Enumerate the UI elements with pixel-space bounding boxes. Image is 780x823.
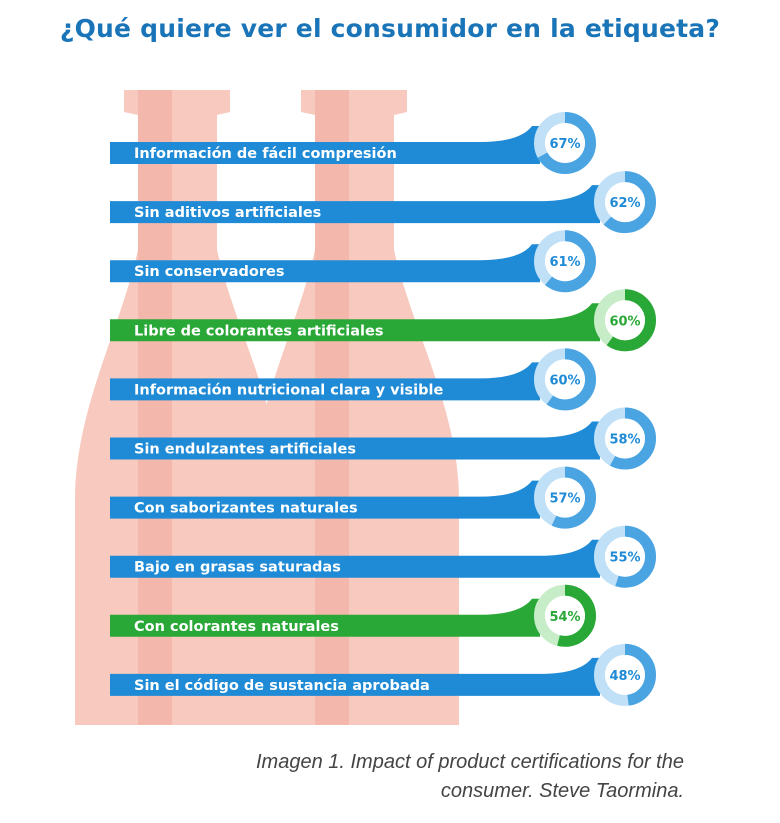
donut-arc bbox=[534, 112, 596, 174]
chart-row: Sin endulzantes artificiales 58% bbox=[110, 407, 656, 470]
chart-row: Bajo en grasas saturadas 55% bbox=[110, 525, 656, 588]
chart-row: Sin conservadores 61% bbox=[110, 230, 596, 293]
donut-arc bbox=[594, 525, 656, 588]
chart: Información de fácil compresión 67% Sin ad… bbox=[75, 90, 656, 725]
value-label: 67% bbox=[549, 137, 580, 152]
bar bbox=[110, 126, 540, 164]
category-label: Sin aditivos artificiales bbox=[134, 205, 321, 221]
donut-arc bbox=[534, 584, 596, 647]
donut-hole bbox=[605, 536, 645, 577]
bar bbox=[110, 657, 600, 696]
donut-arc bbox=[534, 230, 596, 293]
category-label: Con colorantes naturales bbox=[134, 619, 339, 635]
bar bbox=[110, 598, 540, 637]
category-label: Libre de colorantes artificiales bbox=[134, 323, 383, 339]
bar bbox=[110, 480, 540, 519]
category-label: Bajo en grasas saturadas bbox=[134, 560, 341, 576]
donut-arc bbox=[594, 171, 656, 234]
category-label: Con saborizantes naturales bbox=[134, 501, 358, 517]
chart-row: Información nutricional clara y visible 6… bbox=[110, 348, 596, 411]
donut-arc bbox=[534, 466, 596, 529]
value-label: 54% bbox=[549, 610, 580, 625]
chart-row: Con colorantes naturales 54% bbox=[110, 584, 596, 647]
value-label: 61% bbox=[549, 255, 580, 270]
chart-row: Información de fácil compresión 67% bbox=[110, 112, 596, 174]
value-label: 57% bbox=[549, 492, 580, 507]
category-label: Sin el código de sustancia aprobada bbox=[134, 678, 430, 694]
donut-hole bbox=[605, 654, 645, 695]
donut-hole bbox=[545, 359, 585, 400]
donut-arc bbox=[534, 348, 596, 411]
chart-row: Sin el código de sustancia aprobada 48% bbox=[110, 643, 656, 706]
category-label: Sin conservadores bbox=[134, 264, 284, 280]
figure-caption: Imagen 1. Impact of product certificatio… bbox=[84, 748, 684, 806]
donut-hole bbox=[605, 418, 645, 459]
donut-hole bbox=[545, 477, 585, 518]
bar bbox=[110, 244, 540, 283]
value-label: 48% bbox=[609, 669, 640, 684]
chart-title: ¿Qué quiere ver el consumidor en la etiq… bbox=[59, 14, 721, 43]
donut-arc bbox=[594, 289, 656, 352]
donut-arc bbox=[594, 407, 656, 470]
value-label: 60% bbox=[549, 373, 580, 388]
chart-row: Sin aditivos artificiales 62% bbox=[110, 171, 656, 234]
caption-line-1: Imagen 1. Impact of product certificatio… bbox=[256, 751, 684, 773]
value-label: 58% bbox=[609, 433, 640, 448]
donut-hole bbox=[545, 241, 585, 282]
category-label: Sin endulzantes artificiales bbox=[134, 442, 356, 458]
bar bbox=[110, 185, 600, 224]
donut-hole bbox=[545, 595, 585, 636]
category-label: Información de fácil compresión bbox=[134, 146, 397, 162]
donut-hole bbox=[605, 182, 645, 223]
donut-hole bbox=[605, 300, 645, 341]
donut-arc bbox=[594, 643, 656, 706]
bar bbox=[110, 421, 600, 460]
value-label: 60% bbox=[609, 314, 640, 329]
caption-line-2: consumer. Steve Taormina. bbox=[440, 780, 684, 802]
value-label: 62% bbox=[609, 196, 640, 211]
donut-hole bbox=[545, 123, 585, 163]
bar bbox=[110, 539, 600, 578]
bar bbox=[110, 303, 600, 342]
chart-row: Libre de colorantes artificiales 60% bbox=[110, 289, 656, 352]
chart-row: Con saborizantes naturales 57% bbox=[110, 466, 596, 529]
value-label: 55% bbox=[609, 551, 640, 566]
category-label: Información nutricional clara y visible bbox=[134, 382, 443, 398]
bar bbox=[110, 362, 540, 401]
